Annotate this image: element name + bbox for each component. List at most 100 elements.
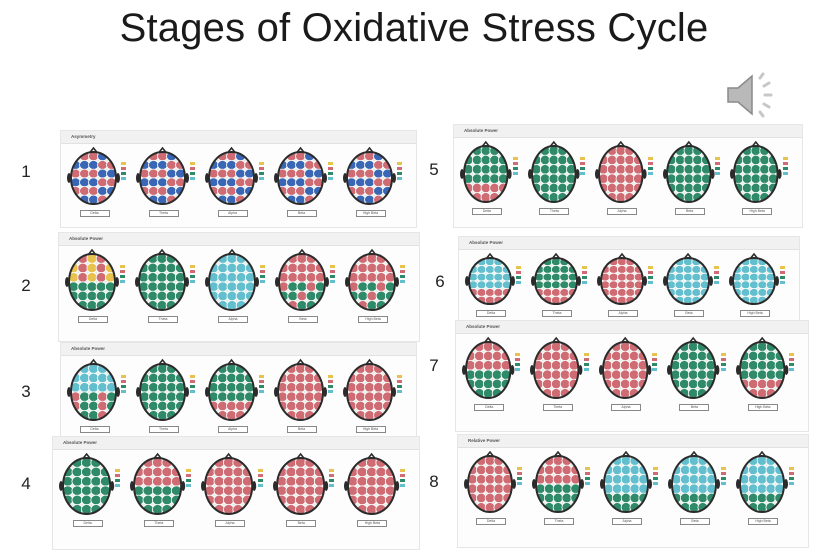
brain-map-3 (667, 336, 720, 400)
band-label: Theta (544, 518, 574, 525)
color-legend (789, 353, 803, 373)
band-label: Beta (674, 310, 704, 317)
color-legend (257, 469, 272, 489)
brain-map-1 (531, 252, 581, 306)
band-label: Delta (474, 404, 505, 411)
stage-number: 4 (21, 474, 31, 493)
color-legend (715, 157, 729, 177)
band-label: Beta (286, 210, 317, 217)
band-label: Theta (539, 208, 570, 215)
brain-map-4 (736, 450, 788, 514)
color-legend (328, 469, 343, 489)
stage-panel: Absolute Power Delta Theta Alpha Beta High Be… (58, 232, 420, 342)
color-legend (397, 375, 411, 395)
brain-map-4 (343, 358, 396, 422)
band-label: Delta (78, 316, 108, 323)
band-label: Beta (679, 404, 710, 411)
color-legend (720, 353, 735, 373)
band-label: High Beta (355, 426, 386, 433)
color-legend (186, 469, 200, 489)
brain-map-1 (135, 248, 189, 312)
color-legend (783, 157, 797, 177)
stage-panel: Absolute Power Delta Theta Alpha Beta High Be… (458, 236, 800, 328)
panel-header: Absolute Power (456, 321, 808, 334)
brain-map-2 (201, 452, 257, 516)
band-label: Beta (674, 208, 705, 215)
band-label: Theta (542, 404, 573, 411)
brain-map-0 (460, 140, 512, 204)
band-label: Alpha (608, 310, 638, 317)
band-label: Delta (476, 518, 506, 525)
brain-map-4 (735, 336, 788, 400)
brain-map-1 (530, 336, 583, 400)
stage-number: 6 (435, 272, 445, 291)
color-legend (789, 467, 803, 487)
brain-map-3 (275, 248, 329, 312)
brain-map-0 (67, 358, 120, 422)
color-legend (585, 467, 599, 487)
brain-map-1 (130, 452, 186, 516)
color-legend (190, 162, 204, 182)
speaker-icon[interactable] (722, 64, 784, 126)
band-label: High Beta (358, 316, 388, 323)
color-legend (259, 162, 273, 182)
band-label: High Beta (748, 518, 778, 525)
color-legend (260, 265, 274, 285)
band-label: Alpha (218, 316, 248, 323)
band-label: Alpha (612, 518, 642, 525)
color-legend (115, 469, 129, 489)
brain-map-3 (668, 450, 720, 514)
brain-map-3 (272, 452, 328, 516)
color-legend (190, 375, 204, 395)
brain-map-3 (662, 140, 715, 204)
brain-map-3 (274, 146, 327, 206)
color-legend (653, 467, 667, 487)
brain-map-4 (343, 146, 396, 206)
color-legend (652, 353, 666, 373)
color-legend (120, 265, 134, 285)
band-label: Beta (680, 518, 710, 525)
brain-maps-row: Delta Theta Alpha Beta High Beta (454, 138, 802, 227)
band-label: Alpha (217, 426, 248, 433)
stage-number: 2 (21, 276, 31, 295)
color-legend (647, 157, 662, 177)
brain-maps-row: Delta Theta Alpha Beta High Beta (53, 450, 419, 549)
brain-map-1 (532, 450, 584, 514)
stage-panel: Absolute Power Delta Theta Alpha Beta High Be… (453, 124, 803, 228)
brain-map-2 (598, 336, 652, 400)
stage-panel: Absolute Power Delta Theta Alpha Beta High Be… (52, 436, 420, 550)
brain-maps-row: Delta Theta Alpha Beta High Beta (458, 448, 808, 547)
brain-maps-row: Delta Theta Alpha Beta High Beta (456, 334, 808, 431)
band-label: Delta (79, 426, 110, 433)
panel-header: Absolute Power (53, 437, 419, 450)
brain-map-0 (67, 146, 120, 206)
panel-header: Absolute Power (454, 125, 802, 138)
stage-panel: Absolute Power Delta Theta Alpha Beta High Be… (455, 320, 809, 432)
brain-map-4 (343, 452, 399, 516)
brain-maps-row: Delta Theta Alpha Beta High Beta (459, 250, 799, 327)
band-label: Delta (72, 520, 103, 527)
color-legend (328, 162, 342, 182)
stage-number: 5 (429, 160, 439, 179)
band-label: Alpha (217, 210, 248, 217)
brain-maps-row: Delta Theta Alpha Beta High Beta (61, 356, 416, 443)
brain-map-2 (205, 358, 258, 422)
stage-number: 1 (21, 162, 31, 181)
band-label: Alpha (607, 208, 637, 215)
band-label: Beta (286, 520, 317, 527)
band-label: High Beta (742, 208, 773, 215)
brain-map-1 (136, 358, 189, 422)
brain-map-3 (663, 252, 713, 306)
brain-map-0 (59, 452, 115, 516)
color-legend (516, 266, 530, 286)
band-label: Theta (542, 310, 572, 317)
stage-panel: Asymmetry Delta Theta Alpha Beta High Beta (60, 130, 417, 228)
stage-panel: Absolute Power Delta Theta Alpha Beta High Be… (60, 342, 417, 444)
color-legend (328, 375, 342, 395)
brain-map-0 (464, 450, 516, 514)
brain-map-2 (597, 252, 647, 306)
brain-map-2 (595, 140, 647, 204)
brain-map-0 (65, 248, 119, 312)
brain-map-4 (729, 252, 779, 306)
stage-number: 7 (429, 356, 439, 375)
